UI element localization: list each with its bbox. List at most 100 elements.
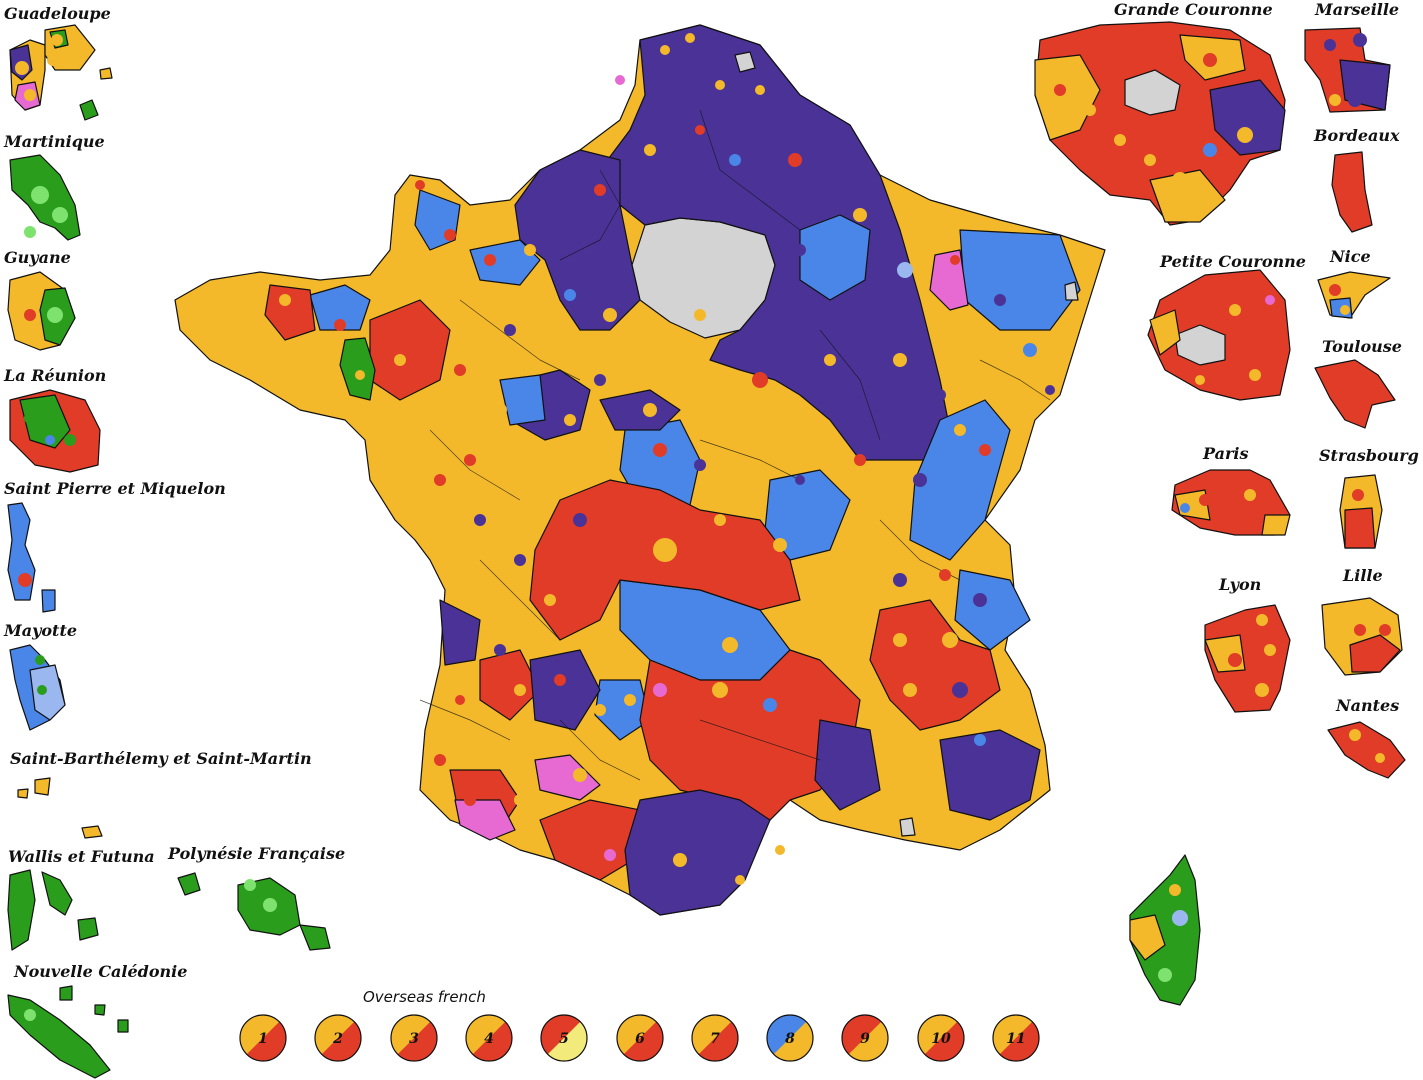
result-dot — [573, 513, 587, 527]
result-dot — [854, 454, 866, 466]
region-languedoc-purple — [624, 789, 771, 916]
result-dot — [1195, 375, 1205, 385]
label-guyane: Guyane — [4, 248, 71, 267]
result-dot — [24, 412, 36, 424]
result-dot — [415, 180, 425, 190]
result-dot — [455, 695, 465, 705]
result-dot — [514, 554, 526, 566]
la-reunion — [9, 389, 101, 473]
nantes-inset — [1327, 721, 1406, 779]
result-dot — [1343, 168, 1357, 182]
legend-item-5: 5 — [540, 1014, 588, 1062]
legend-number: 1 — [258, 1031, 268, 1047]
lyon-inset — [1204, 604, 1291, 713]
region-blue-6 — [309, 284, 371, 331]
saint-barthelemy-saint-martin — [17, 777, 51, 799]
result-dot — [244, 879, 256, 891]
legend-number: 2 — [332, 1031, 343, 1047]
result-dot — [972, 372, 988, 388]
result-dot — [653, 443, 667, 457]
region-loire-purple — [599, 389, 681, 431]
result-dot — [524, 244, 536, 256]
result-dot — [47, 54, 59, 66]
result-dot — [444, 229, 456, 241]
result-dot — [514, 794, 526, 806]
result-dot — [950, 255, 960, 265]
region-southeast-red — [869, 599, 1001, 731]
result-dot — [1256, 614, 1268, 626]
result-dot — [52, 207, 68, 223]
result-dot — [694, 309, 706, 321]
result-dot — [45, 435, 55, 445]
result-dot — [1199, 494, 1211, 506]
result-dot — [1358, 518, 1372, 532]
saint-pierre-et-miquelon — [7, 502, 56, 613]
result-dot — [1014, 424, 1026, 436]
result-dot — [263, 898, 277, 912]
result-dot — [775, 845, 785, 855]
result-dot — [325, 355, 335, 365]
label-grande-couronne: Grande Couronne — [1114, 0, 1273, 19]
grande-couronne-inset — [1034, 21, 1286, 226]
result-dot — [794, 244, 806, 256]
result-dot — [474, 514, 486, 526]
result-dot — [714, 394, 726, 406]
result-dot — [644, 144, 656, 156]
result-dot — [952, 682, 968, 698]
legend-number: 8 — [785, 1031, 795, 1047]
label-mayotte: Mayotte — [4, 621, 78, 640]
result-dot — [673, 853, 687, 867]
result-dot — [594, 704, 606, 716]
result-dot — [695, 125, 705, 135]
result-dot — [37, 685, 47, 695]
result-dot — [35, 655, 45, 665]
label-strasbourg: Strasbourg — [1319, 446, 1419, 465]
result-dot — [454, 364, 466, 376]
label-saint-pierre: Saint Pierre et Miquelon — [4, 479, 226, 498]
result-dot — [854, 484, 866, 496]
legend-item-4: 4 — [465, 1014, 513, 1062]
result-dot — [752, 372, 768, 388]
result-dot — [1180, 503, 1190, 513]
result-dot — [795, 475, 805, 485]
result-dot — [979, 444, 991, 456]
result-dot — [1264, 644, 1276, 656]
legend-number: 5 — [559, 1031, 569, 1047]
result-dot — [652, 607, 668, 623]
legend-number: 9 — [860, 1031, 870, 1047]
result-dot — [554, 674, 566, 686]
legend-number: 3 — [409, 1031, 419, 1047]
region-blue-5 — [469, 239, 541, 286]
result-dot — [594, 184, 606, 196]
legend-item-3: 3 — [390, 1014, 438, 1062]
result-dot — [1354, 654, 1366, 666]
grey-spot-strasbourg — [1064, 281, 1079, 301]
grey-spot-nice — [899, 817, 916, 837]
result-dot — [15, 61, 29, 75]
legend-number: 11 — [1006, 1031, 1025, 1047]
result-dot — [1255, 683, 1269, 697]
result-dot — [715, 80, 725, 90]
result-dot — [519, 204, 531, 216]
legend-number: 7 — [710, 1031, 720, 1047]
result-dot — [1324, 39, 1336, 51]
result-dot — [1228, 653, 1242, 667]
result-dot — [564, 414, 576, 426]
result-dot — [24, 309, 36, 321]
result-dot — [1045, 385, 1055, 395]
result-dot — [722, 637, 738, 653]
mayotte — [9, 644, 66, 731]
label-lyon: Lyon — [1219, 575, 1262, 594]
overseas-legend: 1 2 3 4 5 6 7 8 9 10 11 — [239, 1014, 1040, 1062]
result-dot — [1203, 143, 1217, 157]
result-dot — [1348, 93, 1362, 107]
result-dot — [974, 734, 986, 746]
result-dot — [712, 682, 728, 698]
result-dot — [493, 403, 507, 417]
legend-item-11: 11 — [992, 1014, 1040, 1062]
result-dot — [39, 419, 51, 431]
result-dot — [1352, 489, 1364, 501]
result-dot — [660, 45, 670, 55]
result-dot — [755, 85, 765, 95]
